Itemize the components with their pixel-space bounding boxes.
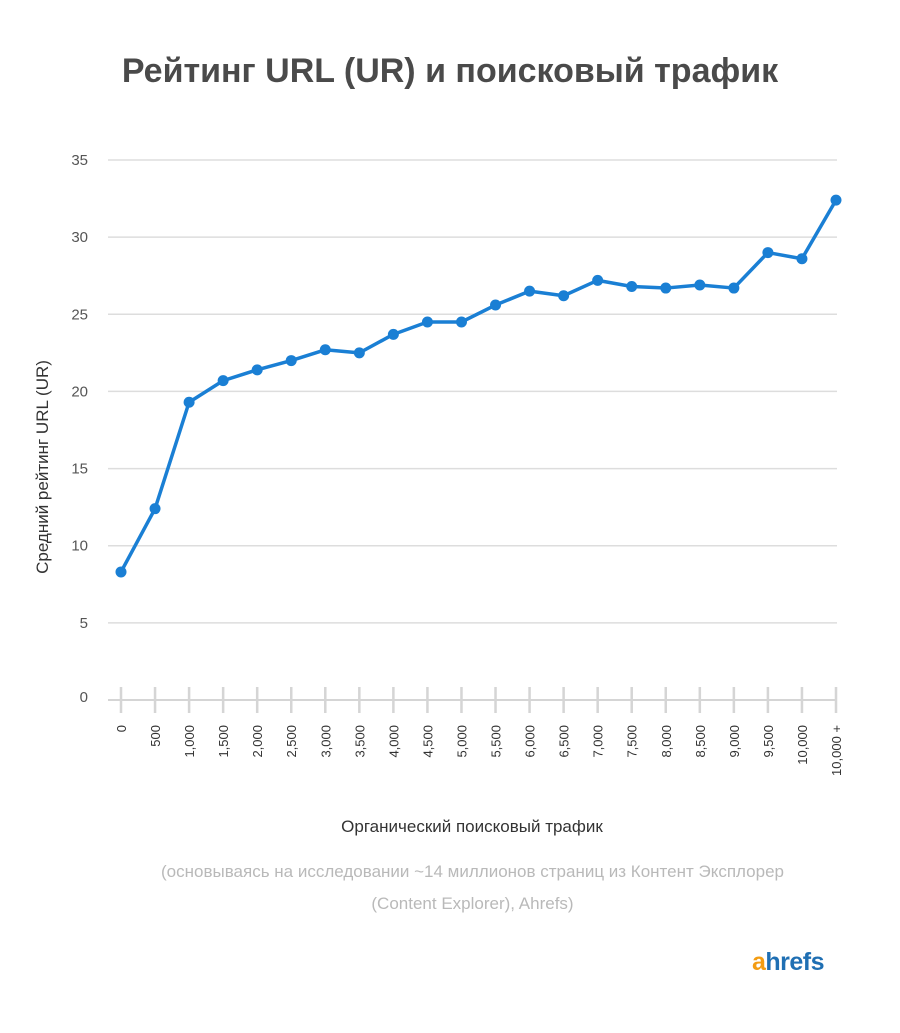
data-point bbox=[387, 328, 399, 340]
data-point bbox=[830, 194, 842, 206]
y-tick-label: 20 bbox=[71, 383, 88, 400]
y-tick-label: 30 bbox=[71, 229, 88, 246]
y-tick-label: 5 bbox=[80, 615, 88, 632]
data-point bbox=[524, 285, 536, 297]
x-tick-label: 9,000 bbox=[727, 725, 742, 758]
x-tick-label: 2,000 bbox=[250, 725, 265, 758]
ahrefs-logo: ahrefs bbox=[752, 948, 825, 977]
data-point bbox=[796, 253, 808, 265]
x-tick-label: 4,000 bbox=[386, 725, 401, 758]
x-tick-label: 4,500 bbox=[420, 725, 435, 758]
x-tick-label: 8,000 bbox=[659, 725, 674, 758]
data-point bbox=[558, 290, 570, 302]
x-tick-label: 0 bbox=[114, 725, 129, 732]
x-tick-label: 6,500 bbox=[557, 725, 572, 758]
data-series bbox=[115, 194, 842, 578]
footnote-line-2: (Content Explorer), Ahrefs) bbox=[371, 894, 574, 913]
y-tick-label: 10 bbox=[71, 538, 88, 555]
x-tick-labels: 0 500 1,000 1,500 2,000 2,500 3,000 3,500 4,000 4… bbox=[114, 725, 844, 776]
x-tick-label: 9,500 bbox=[761, 725, 776, 758]
data-point bbox=[592, 274, 604, 286]
data-point bbox=[455, 316, 467, 328]
y-tick-label: 0 bbox=[80, 689, 88, 706]
x-tick-label: 3,000 bbox=[318, 725, 333, 758]
data-point bbox=[285, 355, 297, 367]
data-point bbox=[217, 375, 229, 387]
data-point bbox=[115, 566, 127, 578]
data-point bbox=[490, 299, 502, 311]
data-point bbox=[762, 247, 774, 259]
chart-title: Рейтинг URL (UR) и поисковый трафик bbox=[121, 52, 779, 90]
data-point bbox=[694, 279, 706, 291]
data-point bbox=[183, 396, 195, 408]
x-tick-label: 10,000 + bbox=[829, 725, 844, 776]
x-tick-label: 5,500 bbox=[489, 725, 504, 758]
x-tick-label: 3,500 bbox=[352, 725, 367, 758]
x-tick-label: 7,000 bbox=[591, 725, 606, 758]
y-tick-label: 25 bbox=[71, 306, 88, 323]
footnote-line-1: (основываясь на исследовании ~14 миллион… bbox=[161, 862, 784, 881]
data-point bbox=[319, 344, 331, 356]
data-point bbox=[149, 503, 161, 515]
x-tick-label: 2,500 bbox=[284, 725, 299, 758]
data-point bbox=[728, 282, 740, 294]
series-line bbox=[119, 198, 838, 574]
y-tick-label: 35 bbox=[71, 152, 88, 169]
x-tick-label: 8,500 bbox=[693, 725, 708, 758]
x-tick-label: 1,000 bbox=[182, 725, 197, 758]
y-tick-labels: 0 5 10 15 20 25 30 35 bbox=[71, 152, 88, 706]
data-point bbox=[251, 364, 263, 376]
x-tick-label: 5,000 bbox=[454, 725, 469, 758]
x-axis-label: Органический поисковый трафик bbox=[341, 817, 603, 836]
data-point bbox=[421, 316, 433, 328]
logo-text: hrefs bbox=[765, 948, 825, 976]
y-tick-label: 15 bbox=[71, 461, 88, 478]
data-point bbox=[353, 347, 365, 359]
x-tick-label: 7,500 bbox=[625, 725, 640, 758]
data-point bbox=[626, 281, 638, 293]
grid-lines bbox=[108, 159, 837, 624]
data-point bbox=[660, 282, 672, 294]
x-axis bbox=[108, 687, 838, 713]
x-tick-label: 500 bbox=[148, 725, 163, 747]
logo-letter-a: a bbox=[752, 948, 766, 976]
x-tick-label: 1,500 bbox=[216, 725, 231, 758]
x-tick-label: 10,000 bbox=[795, 725, 810, 765]
x-tick-label: 6,000 bbox=[523, 725, 538, 758]
y-axis-label: Средний рейтинг URL (UR) bbox=[33, 360, 52, 574]
